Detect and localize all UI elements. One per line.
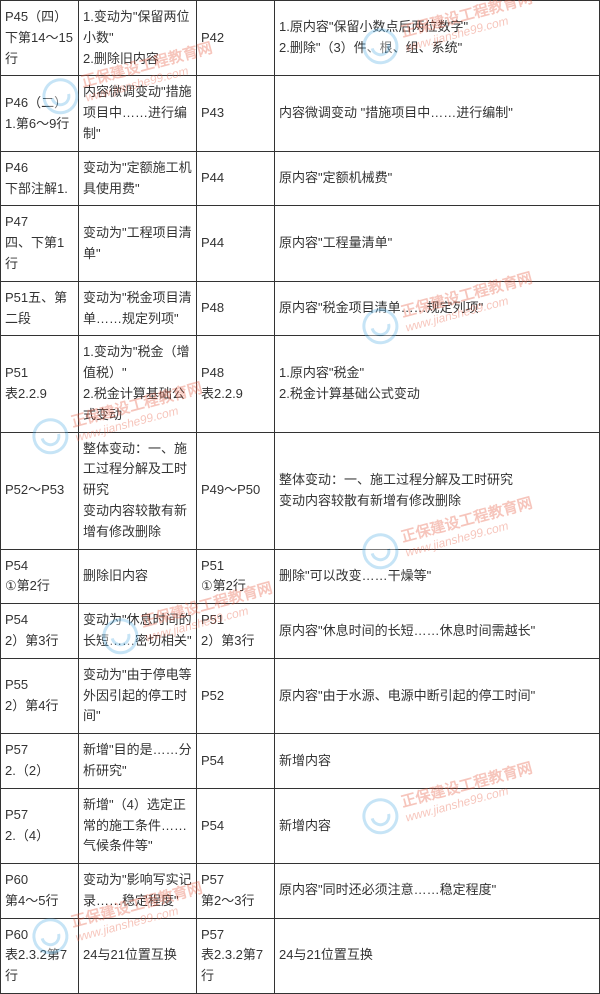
- table-cell-col3: P42: [197, 1, 275, 76]
- table-row: P46（二）1.第6～9行内容微调变动"措施项目中……进行编制"P43内容微调变…: [1, 76, 600, 151]
- table-cell-col2: 变动为"休息时间的长短……密切相关": [79, 604, 197, 659]
- table-cell-col3: P51①第2行: [197, 549, 275, 604]
- table-row: P54①第2行删除旧内容P51①第2行删除"可以改变……干燥等": [1, 549, 600, 604]
- table-cell-col2: 删除旧内容: [79, 549, 197, 604]
- table-row: P47四、下第1行变动为"工程项目清单"P44原内容"工程量清单": [1, 206, 600, 281]
- table-cell-col1: P51五、第二段: [1, 281, 79, 336]
- table-cell-col1: P51表2.2.9: [1, 336, 79, 432]
- table-cell-col2: 变动为"由于停电等外因引起的停工时间": [79, 658, 197, 733]
- table-cell-col3: P57第2～3行: [197, 864, 275, 919]
- table-row: P572.（4）新增"（4）选定正常的施工条件……气候条件等"P54新增内容: [1, 788, 600, 863]
- table-cell-col1: P572.（2）: [1, 734, 79, 789]
- table-cell-col4: 24与21位置互换: [275, 918, 600, 993]
- table-cell-col3: P54: [197, 788, 275, 863]
- table-cell-col3: P49～P50: [197, 432, 275, 549]
- table-cell-col2: 新增"（4）选定正常的施工条件……气候条件等": [79, 788, 197, 863]
- table-cell-col2: 1.变动为"税金（增值税）"2.税金计算基础公式变动: [79, 336, 197, 432]
- table-cell-col4: 1.原内容"保留小数点后两位数字"2.删除"（3）件、根、组、系统": [275, 1, 600, 76]
- table-cell-col4: 原内容"同时还必须注意……稳定程度": [275, 864, 600, 919]
- table-cell-col1: P552）第4行: [1, 658, 79, 733]
- table-row: P46下部注解1.变动为"定额施工机具使用费"P44原内容"定额机械费": [1, 151, 600, 206]
- table-row: P552）第4行变动为"由于停电等外因引起的停工时间"P52原内容"由于水源、电…: [1, 658, 600, 733]
- table-cell-col1: P60第4～5行: [1, 864, 79, 919]
- table-cell-col4: 整体变动：一、施工过程分解及工时研究变动内容较散有新增有修改删除: [275, 432, 600, 549]
- table-cell-col3: P52: [197, 658, 275, 733]
- table-cell-col1: P542）第3行: [1, 604, 79, 659]
- table-cell-col2: 变动为"影响写实记录……稳定程度": [79, 864, 197, 919]
- table-wrapper: P45（四）下第14～15行1.变动为"保留两位小数"2.删除旧内容P421.原…: [0, 0, 600, 994]
- table-cell-col4: 删除"可以改变……干燥等": [275, 549, 600, 604]
- table-cell-col2: 变动为"定额施工机具使用费": [79, 151, 197, 206]
- table-cell-col1: P572.（4）: [1, 788, 79, 863]
- table-cell-col3: P54: [197, 734, 275, 789]
- table-cell-col4: 新增内容: [275, 788, 600, 863]
- table-cell-col1: P52～P53: [1, 432, 79, 549]
- table-cell-col1: P60表2.3.2第7行: [1, 918, 79, 993]
- table-cell-col4: 内容微调变动 "措施项目中……进行编制": [275, 76, 600, 151]
- table-row: P51五、第二段变动为"税金项目清单……规定列项"P48原内容"税金项目清单………: [1, 281, 600, 336]
- table-cell-col4: 原内容"税金项目清单……规定列项": [275, 281, 600, 336]
- table-cell-col3: P512）第3行: [197, 604, 275, 659]
- table-row: P60表2.3.2第7行24与21位置互换P57表2.3.2第7行24与21位置…: [1, 918, 600, 993]
- table-cell-col2: 变动为"工程项目清单": [79, 206, 197, 281]
- table-cell-col1: P45（四）下第14～15行: [1, 1, 79, 76]
- table-cell-col4: 1.原内容"税金"2.税金计算基础公式变动: [275, 336, 600, 432]
- table-cell-col3: P43: [197, 76, 275, 151]
- table-cell-col3: P48: [197, 281, 275, 336]
- table-cell-col1: P46下部注解1.: [1, 151, 79, 206]
- table-cell-col4: 原内容"工程量清单": [275, 206, 600, 281]
- table-cell-col3: P44: [197, 151, 275, 206]
- table-cell-col3: P44: [197, 206, 275, 281]
- table-row: P60第4～5行变动为"影响写实记录……稳定程度"P57第2～3行原内容"同时还…: [1, 864, 600, 919]
- table-cell-col4: 新增内容: [275, 734, 600, 789]
- table-cell-col2: 内容微调变动"措施项目中……进行编制": [79, 76, 197, 151]
- table-cell-col3: P57表2.3.2第7行: [197, 918, 275, 993]
- table-cell-col2: 变动为"税金项目清单……规定列项": [79, 281, 197, 336]
- table-row: P542）第3行变动为"休息时间的长短……密切相关"P512）第3行原内容"休息…: [1, 604, 600, 659]
- table-cell-col1: P47四、下第1行: [1, 206, 79, 281]
- table-cell-col1: P46（二）1.第6～9行: [1, 76, 79, 151]
- table-cell-col4: 原内容"定额机械费": [275, 151, 600, 206]
- table-row: P572.（2）新增"目的是……分析研究"P54新增内容: [1, 734, 600, 789]
- table-cell-col2: 新增"目的是……分析研究": [79, 734, 197, 789]
- comparison-table: P45（四）下第14～15行1.变动为"保留两位小数"2.删除旧内容P421.原…: [0, 0, 600, 994]
- table-cell-col2: 1.变动为"保留两位小数"2.删除旧内容: [79, 1, 197, 76]
- table-row: P52～P53整体变动：一、施工过程分解及工时研究变动内容较散有新增有修改删除P…: [1, 432, 600, 549]
- table-cell-col4: 原内容"由于水源、电源中断引起的停工时间": [275, 658, 600, 733]
- table-row: P45（四）下第14～15行1.变动为"保留两位小数"2.删除旧内容P421.原…: [1, 1, 600, 76]
- table-row: P51表2.2.91.变动为"税金（增值税）"2.税金计算基础公式变动P48表2…: [1, 336, 600, 432]
- table-cell-col2: 整体变动：一、施工过程分解及工时研究变动内容较散有新增有修改删除: [79, 432, 197, 549]
- table-cell-col4: 原内容"休息时间的长短……休息时间需越长": [275, 604, 600, 659]
- table-cell-col2: 24与21位置互换: [79, 918, 197, 993]
- table-cell-col1: P54①第2行: [1, 549, 79, 604]
- table-cell-col3: P48表2.2.9: [197, 336, 275, 432]
